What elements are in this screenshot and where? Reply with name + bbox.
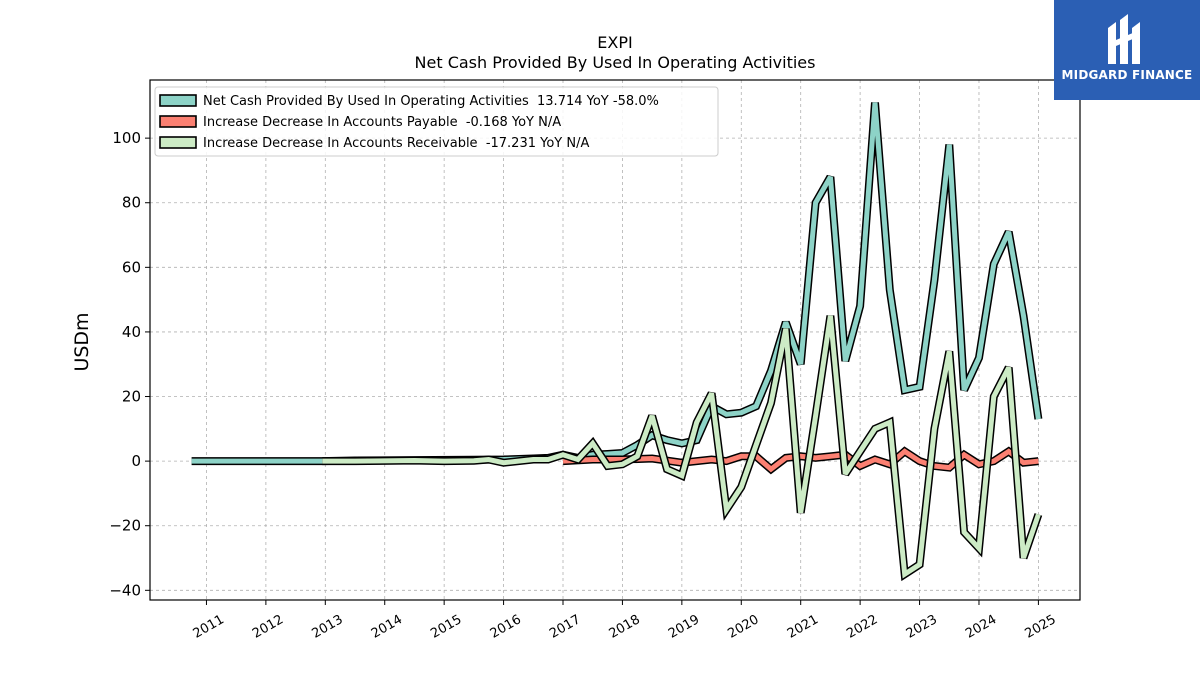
y-tick-label: 0: [131, 452, 141, 470]
y-tick-label: 60: [122, 258, 141, 276]
x-tick-label: 2013: [309, 612, 345, 642]
legend-swatch-1: [159, 115, 197, 128]
y-tick-label: 20: [122, 388, 141, 406]
chart-title: EXPI: [597, 33, 632, 52]
brand-logo: MIDGARD FINANCE: [1054, 0, 1200, 100]
brand-name: MIDGARD FINANCE: [1061, 68, 1193, 82]
x-tick-label: 2016: [488, 612, 524, 642]
x-tick-label: 2021: [785, 612, 821, 642]
x-tick-label: 2012: [250, 612, 286, 642]
series-line-2: [322, 315, 1041, 579]
x-tick-label: 2018: [607, 612, 643, 642]
x-tick-label: 2023: [904, 612, 940, 642]
x-tick-label: 2019: [666, 612, 702, 642]
x-axis: 2011 2012 2013 2014 2015 2016 2017 2018 2019 2020…: [191, 600, 1059, 642]
y-tick-label: −40: [109, 581, 141, 599]
y-tick-label: 80: [122, 194, 141, 212]
legend-label-1: Increase Decrease In Accounts Payable -0…: [203, 115, 561, 130]
y-axis: −40 −20 0 20 40 60 80 100: [109, 129, 150, 599]
x-tick-label: 2014: [369, 612, 405, 642]
grid: [150, 80, 1080, 600]
x-tick-label: 2024: [963, 612, 999, 642]
series-lines: [191, 102, 1043, 582]
y-axis-label: USDm: [71, 312, 93, 371]
y-tick-label: 40: [122, 323, 141, 341]
brand-mark-icon: [1108, 14, 1140, 64]
legend-swatch-0: [159, 94, 197, 107]
x-tick-label: 2020: [725, 612, 761, 642]
y-tick-label: −20: [109, 517, 141, 535]
x-tick-label: 2025: [1023, 612, 1059, 642]
chart-subtitle: Net Cash Provided By Used In Operating A…: [415, 53, 816, 72]
x-tick-label: 2017: [547, 612, 583, 642]
x-tick-label: 2011: [191, 612, 227, 642]
legend: Net Cash Provided By Used In Operating A…: [154, 86, 719, 157]
legend-label-2: Increase Decrease In Accounts Receivable…: [203, 136, 589, 151]
legend-label-0: Net Cash Provided By Used In Operating A…: [203, 94, 659, 109]
series-line-1: [562, 448, 1039, 473]
legend-swatch-2: [159, 136, 197, 149]
y-tick-label: 100: [112, 129, 141, 147]
plot-frame: [149, 79, 1081, 601]
legend-box: [154, 86, 719, 157]
x-tick-label: 2015: [428, 612, 464, 642]
x-tick-label: 2022: [844, 612, 880, 642]
